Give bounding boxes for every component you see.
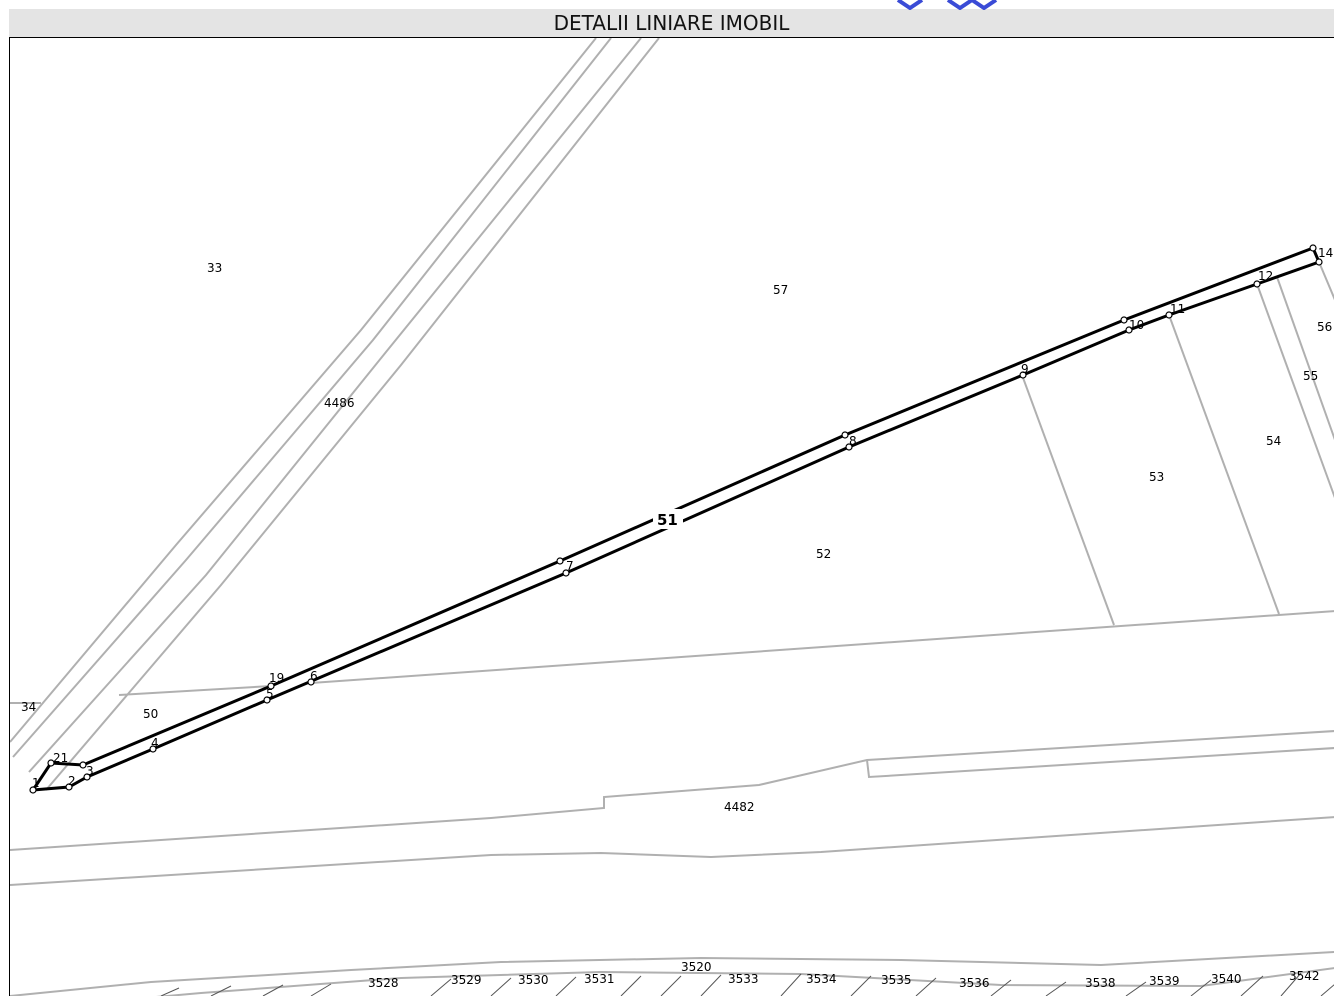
- point-label-14: 14: [1318, 246, 1333, 260]
- road-4482-bottom: [10, 816, 1334, 886]
- divider-52-53: [1021, 374, 1115, 626]
- parcel-label-3528: 3528: [368, 976, 399, 990]
- parcel-label-3533: 3533: [728, 972, 759, 986]
- parcel-51-outline[interactable]: [30, 246, 1322, 792]
- vertex-4: [149, 745, 157, 753]
- neighbor-lines: [10, 38, 1334, 996]
- cadastral-map: 1 2 3 4 5 6 7 8 9 10 11 12 14 19 21 51 3…: [10, 38, 1334, 996]
- parcel-label-53: 53: [1149, 470, 1164, 484]
- vertex-20: [79, 761, 87, 769]
- parcel-label-3539: 3539: [1149, 974, 1180, 988]
- parcel-label-52: 52: [816, 547, 831, 561]
- vertex-13: [1315, 258, 1323, 266]
- main-label-bg: [653, 509, 683, 529]
- road-line-1: [10, 38, 597, 743]
- vertex-19: [267, 682, 275, 690]
- point-label-21: 21: [53, 751, 68, 765]
- parcel-label-3530: 3530: [518, 973, 549, 987]
- road-4482-top: [10, 730, 1334, 851]
- point-label-9: 9: [1021, 362, 1029, 376]
- vertex-8: [845, 443, 853, 451]
- road-line-2: [12, 38, 612, 758]
- parcel-label-3534: 3534: [806, 972, 837, 986]
- parcel-label-3529: 3529: [451, 973, 482, 987]
- map-title: DETALII LINIARE IMOBIL: [9, 9, 1334, 38]
- divider-56: [1318, 261, 1334, 301]
- main-parcel-boundary: [30, 246, 1322, 792]
- parcel-label-3531: 3531: [584, 972, 615, 986]
- parcel-label-34: 34: [21, 700, 36, 714]
- vertex-16: [841, 431, 849, 439]
- parcels-bottom-line: [310, 610, 1334, 684]
- parcel-label-3536: 3536: [959, 976, 990, 990]
- road-3520-top: [10, 951, 1334, 996]
- road-3520-bottom: [156, 967, 1334, 996]
- vertex-5: [263, 696, 271, 704]
- divider-55-56: [1276, 276, 1334, 441]
- point-label-5: 5: [266, 687, 274, 701]
- watermark-logo-icon: [896, 0, 998, 10]
- parcel-label-3542: 3542: [1289, 969, 1320, 983]
- vertex-11: [1165, 311, 1173, 319]
- main-parcel-label: 51: [657, 511, 678, 529]
- point-label-6: 6: [310, 669, 318, 683]
- parcel-label-57: 57: [773, 283, 788, 297]
- road-4482-inner: [866, 747, 1334, 779]
- parcel-label-4482: 4482: [724, 800, 755, 814]
- vertex-9: [1019, 371, 1027, 379]
- point-label-8: 8: [849, 434, 857, 448]
- parcel-labels: 51 33 57 4486 56 55 54 53 52 34 50 4482 …: [21, 261, 1332, 990]
- vertex-15: [1120, 316, 1128, 324]
- point-label-3: 3: [86, 764, 94, 778]
- parcel-label-3520: 3520: [681, 960, 712, 974]
- point-labels: 1 2 3 4 5 6 7 8 9 10 11 12 14 19 21: [32, 246, 1333, 790]
- parcel-label-3535: 3535: [881, 973, 912, 987]
- vertex-3: [83, 773, 91, 781]
- vertex-17: [556, 557, 564, 565]
- parcel-label-54: 54: [1266, 434, 1281, 448]
- vertex-1: [29, 786, 37, 794]
- point-label-19: 19: [269, 671, 284, 685]
- vertex-6: [307, 678, 315, 686]
- point-label-1: 1: [32, 776, 40, 790]
- point-label-4: 4: [151, 736, 159, 750]
- hatch-marks: [160, 972, 1334, 996]
- point-label-7: 7: [566, 559, 574, 573]
- vertex-10: [1125, 326, 1133, 334]
- map-viewport[interactable]: 1 2 3 4 5 6 7 8 9 10 11 12 14 19 21 51 3…: [9, 38, 1334, 996]
- divider-53-54: [1168, 314, 1280, 615]
- vertex-markers: [29, 244, 1323, 794]
- parcel-label-56: 56: [1317, 320, 1332, 334]
- parcel-label-3540: 3540: [1211, 972, 1242, 986]
- parcel-label-3538: 3538: [1085, 976, 1116, 990]
- parcel-label-33: 33: [207, 261, 222, 275]
- vertex-21: [47, 759, 55, 767]
- point-label-10: 10: [1129, 318, 1144, 332]
- vertex-7: [562, 569, 570, 577]
- parcel-label-55: 55: [1303, 369, 1318, 383]
- point-label-12: 12: [1258, 269, 1273, 283]
- road-line-4: [45, 38, 660, 791]
- divider-54-55: [1256, 283, 1334, 499]
- road-line-3: [28, 38, 642, 773]
- point-label-11: 11: [1170, 302, 1185, 316]
- vertex-14: [1309, 244, 1317, 252]
- parcel-50-top: [118, 685, 272, 696]
- vertex-2: [65, 783, 73, 791]
- point-label-2: 2: [68, 774, 76, 788]
- parcel-label-4486: 4486: [324, 396, 355, 410]
- vertex-12: [1253, 280, 1261, 288]
- parcel-label-50: 50: [143, 707, 158, 721]
